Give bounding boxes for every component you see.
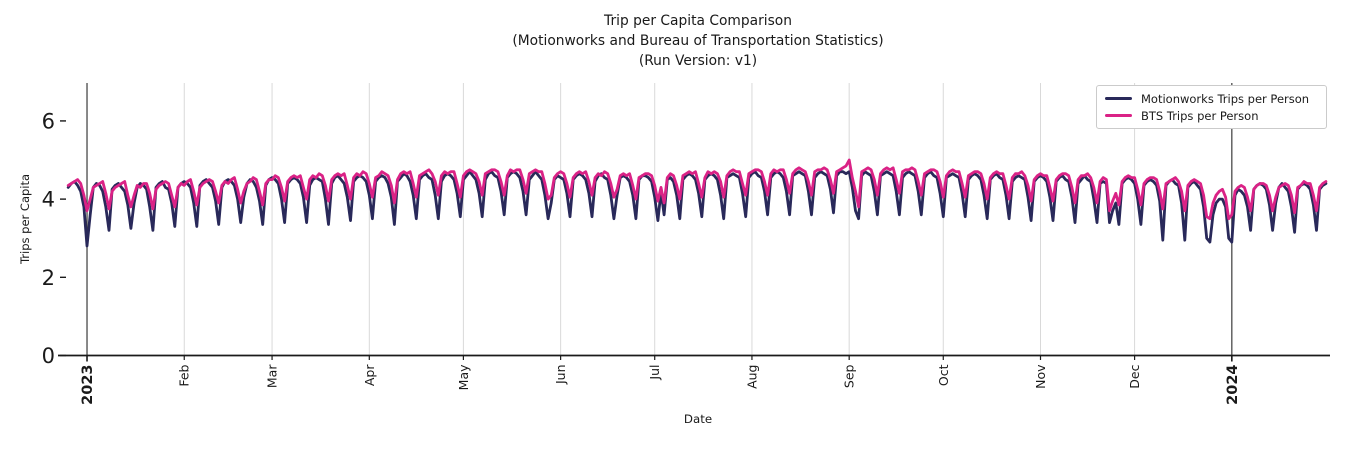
legend-item-bts: BTS Trips per Person bbox=[1105, 109, 1318, 123]
x-tick-label: Jun bbox=[553, 365, 568, 386]
motionworks-series-line bbox=[66, 170, 1328, 248]
motionworks-line-swatch bbox=[1105, 96, 1132, 101]
x-tick-label: Aug bbox=[744, 365, 759, 389]
title-line-3: (Run Version: v1) bbox=[638, 53, 758, 69]
x-tick-label: 2023 bbox=[80, 365, 96, 405]
bts-series-line bbox=[66, 158, 1328, 221]
y-tick-label: 0 bbox=[42, 344, 55, 368]
y-tick-label: 2 bbox=[42, 266, 55, 290]
x-tick-label: Sep bbox=[842, 364, 857, 388]
legend-item-motionworks: Motionworks Trips per Person bbox=[1105, 92, 1318, 106]
x-tick-label: May bbox=[456, 364, 471, 390]
legend-label-motionworks: Motionworks Trips per Person bbox=[1141, 91, 1310, 106]
legend-label-bts: BTS Trips per Person bbox=[1141, 108, 1259, 123]
chart-title: Trip per Capita Comparison (Motionworks … bbox=[512, 11, 883, 71]
x-tick-label: 2024 bbox=[1225, 365, 1241, 405]
y-tick-label: 4 bbox=[42, 188, 55, 212]
title-line-1: Trip per Capita Comparison bbox=[604, 13, 792, 29]
x-tick-label: Mar bbox=[265, 364, 280, 388]
x-tick-label: Dec bbox=[1127, 364, 1142, 388]
x-tick-label: Feb bbox=[177, 364, 192, 386]
x-tick-label: Oct bbox=[936, 364, 951, 386]
y-tick-label: 6 bbox=[42, 109, 55, 133]
x-tick-label: Apr bbox=[362, 364, 377, 386]
x-axis-label: Date bbox=[683, 412, 713, 426]
x-tick-label: Nov bbox=[1033, 364, 1048, 389]
legend: Motionworks Trips per Person BTS Trips p… bbox=[1096, 85, 1327, 129]
title-line-2: (Motionworks and Bureau of Transportatio… bbox=[512, 33, 884, 49]
x-tick-label: Jul bbox=[647, 365, 662, 381]
bts-line-swatch bbox=[1105, 113, 1132, 118]
